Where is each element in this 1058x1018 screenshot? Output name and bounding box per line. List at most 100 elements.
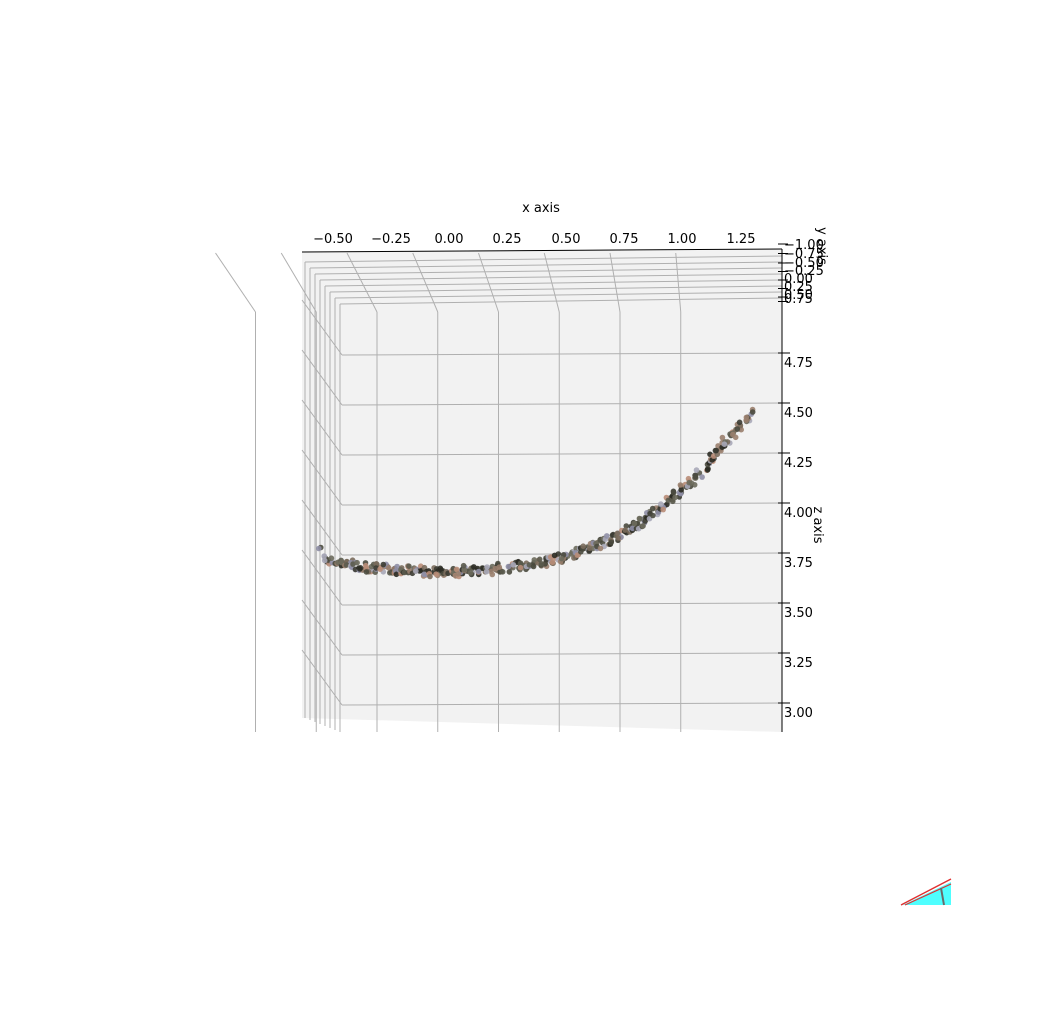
- z-tick-labels: 4.75 4.50 4.25 4.00 3.75 3.50 3.25 3.00: [778, 352, 813, 721]
- scatter-point: [730, 431, 736, 438]
- z-gridline: [341, 652, 783, 656]
- scatter-point: [321, 553, 328, 559]
- pane-edge-top: [339, 297, 783, 305]
- scatter-point: [475, 568, 482, 575]
- scatter-point: [719, 434, 726, 441]
- scatter-point: [637, 516, 643, 522]
- scatter-point: [551, 552, 558, 559]
- scatter-point: [692, 474, 699, 480]
- z-axis-label: z axis: [810, 506, 825, 543]
- scatter-point: [385, 565, 392, 571]
- scatter-point: [580, 543, 586, 549]
- z-gridline-diag: [301, 649, 343, 706]
- scatter-point: [670, 489, 677, 496]
- scatter-point: [413, 568, 419, 574]
- scatter-point: [597, 545, 604, 552]
- z-gridline-diag: [301, 499, 343, 556]
- scatter-point: [538, 561, 545, 567]
- scatter-point: [387, 570, 393, 576]
- scatter-point: [316, 545, 322, 552]
- scatter-point: [686, 479, 692, 486]
- z-gridlines: [301, 299, 783, 706]
- scatter-point: [517, 560, 524, 566]
- pane-edge-top: [334, 291, 783, 299]
- x-gridline-diag: [478, 252, 499, 313]
- x-tick-label: 0.50: [552, 232, 581, 247]
- y-tick-label: 0.00: [784, 272, 813, 287]
- scatter-point: [649, 505, 656, 512]
- scatter-point: [467, 570, 474, 576]
- x-tick-label: 0.75: [610, 232, 639, 247]
- z-gridline-diag: [301, 299, 343, 356]
- scatter-point: [373, 561, 380, 567]
- z-gridline: [341, 702, 783, 706]
- z-gridline-diag: [301, 399, 343, 456]
- z-tick-label: 3.25: [784, 656, 813, 671]
- scatter-point: [363, 562, 369, 569]
- scatter-points: [316, 406, 756, 580]
- scatter-point: [460, 562, 467, 569]
- scatter-point: [749, 409, 756, 415]
- scatter-point: [536, 556, 543, 563]
- inset-edge: [940, 887, 945, 906]
- x-gridline-diag: [543, 252, 560, 313]
- scatter-point: [743, 414, 750, 421]
- y-tick-label: −0.75: [784, 247, 824, 262]
- x-gridline-diag: [280, 252, 317, 313]
- scatter-point: [549, 559, 556, 565]
- y-tick-label: −0.50: [784, 256, 824, 271]
- x-tick-label: 1.00: [668, 232, 697, 247]
- scatter-point: [640, 523, 646, 529]
- scatter-point: [406, 563, 412, 569]
- x-gridline-diag: [675, 252, 682, 313]
- z-gridline: [341, 402, 783, 406]
- scatter-point: [650, 512, 656, 519]
- scatter-point: [658, 501, 664, 507]
- scatter-point: [377, 566, 383, 572]
- scatter-point: [484, 564, 490, 570]
- z-gridline-diag: [301, 449, 343, 506]
- pane-edge-top: [324, 279, 783, 287]
- scatter-point: [510, 562, 517, 568]
- scatter-point: [734, 426, 741, 432]
- scatter-point: [328, 555, 335, 561]
- scatter-point: [631, 520, 638, 527]
- scatter-point: [517, 564, 524, 571]
- scatter-point: [453, 566, 460, 573]
- pane-edge-top: [309, 261, 783, 269]
- scatter-point: [483, 568, 490, 575]
- scatter-point: [433, 571, 439, 577]
- scatter-point: [489, 571, 496, 578]
- scatter-point: [506, 569, 513, 575]
- x-gridlines: [215, 252, 682, 732]
- inset-edge: [904, 883, 952, 906]
- scatter-point: [712, 447, 719, 454]
- x-tick-label: 0.25: [493, 232, 522, 247]
- y-tick-label: 0.25: [784, 280, 813, 295]
- z-tick-label: 4.50: [784, 406, 813, 421]
- x-tick-label: 0.00: [435, 232, 464, 247]
- z-tick-label: 3.00: [784, 706, 813, 721]
- corner-inset-shape: [900, 878, 952, 906]
- z-gridline-diag: [301, 349, 343, 406]
- scatter-point: [526, 562, 533, 568]
- scatter-point: [586, 545, 593, 551]
- z-gridline: [341, 352, 783, 356]
- scatter-point: [614, 530, 621, 537]
- scatter-point: [665, 497, 672, 504]
- scatter-point: [736, 419, 743, 426]
- scatter-point: [660, 506, 666, 513]
- scatter-point: [393, 571, 400, 578]
- x-gridline-diag: [215, 252, 256, 313]
- scatter-point: [629, 525, 636, 532]
- scatter-point: [531, 557, 538, 563]
- x-axis-line: [301, 248, 783, 253]
- scatter-point: [354, 559, 360, 566]
- x-gridline-diag: [609, 252, 621, 313]
- scatter-point: [505, 563, 512, 570]
- scatter-point: [455, 571, 462, 577]
- scatter-point: [380, 561, 387, 568]
- x-axis-label: x axis: [522, 201, 560, 216]
- inset-edge: [900, 878, 952, 906]
- z-tick-label: 3.75: [784, 556, 813, 571]
